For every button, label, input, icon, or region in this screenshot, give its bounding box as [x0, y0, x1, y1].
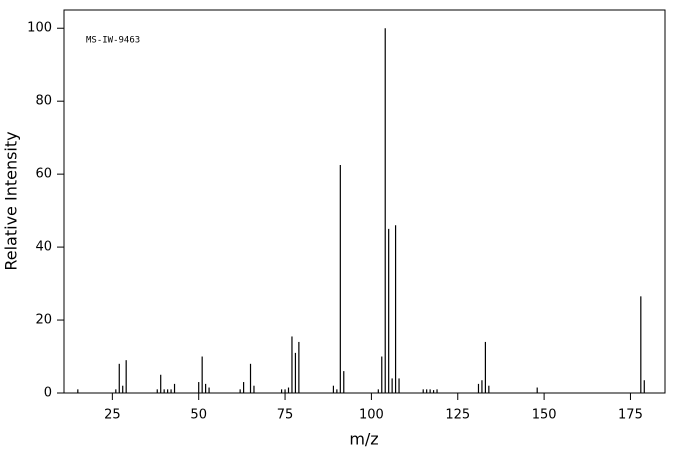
x-tick-label: 125	[445, 408, 470, 423]
x-tick-label: 25	[104, 408, 121, 423]
x-tick-label: 150	[532, 408, 557, 423]
y-tick-label: 80	[35, 94, 52, 109]
y-tick-label: 60	[35, 167, 52, 182]
x-tick-label: 100	[359, 408, 384, 423]
plot-frame	[63, 9, 666, 394]
y-tick-label: 0	[44, 386, 52, 401]
x-tick-label: 75	[277, 408, 294, 423]
y-tick-label: 40	[35, 240, 52, 255]
annotation: MS-IW-9463	[86, 36, 140, 46]
x-tick-label: 50	[190, 408, 207, 423]
y-tick-label: 20	[35, 313, 52, 328]
x-tick-label: 175	[618, 408, 643, 423]
x-axis-title: m/z	[349, 430, 378, 449]
y-axis-title: Relative Intensity	[2, 131, 21, 270]
y-tick-label: 100	[27, 21, 52, 36]
